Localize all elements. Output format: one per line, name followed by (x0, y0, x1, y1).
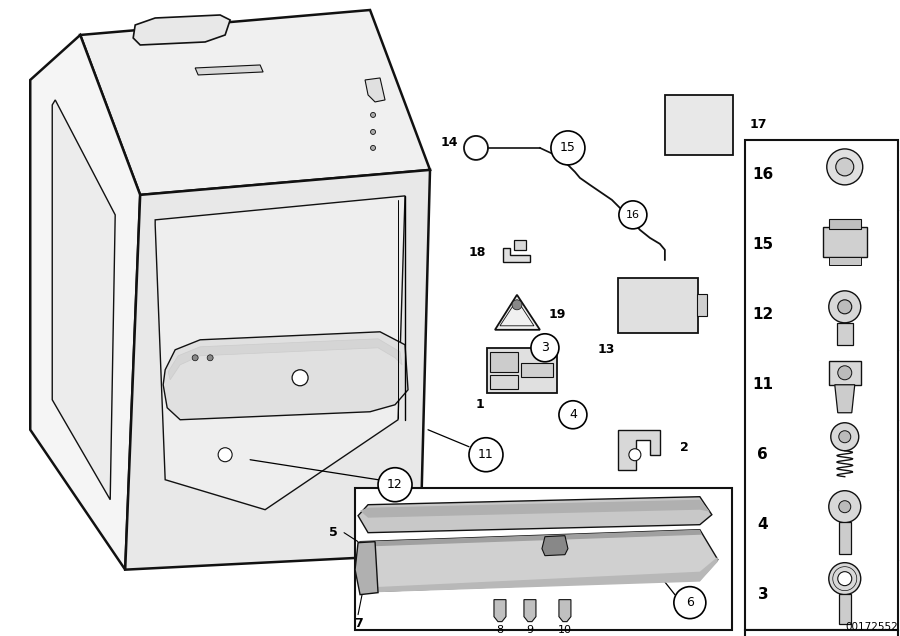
Circle shape (551, 131, 585, 165)
Text: 5: 5 (329, 526, 338, 539)
Circle shape (531, 334, 559, 362)
Text: 4: 4 (569, 408, 577, 421)
Polygon shape (356, 542, 378, 595)
Bar (829, 219, 860, 229)
Circle shape (464, 136, 488, 160)
Circle shape (838, 300, 851, 314)
Bar (490, 375, 518, 389)
Polygon shape (363, 556, 718, 593)
Circle shape (831, 423, 859, 451)
Circle shape (371, 146, 375, 150)
Circle shape (829, 291, 860, 323)
Circle shape (838, 572, 851, 586)
Circle shape (292, 370, 308, 386)
Text: 2: 2 (680, 441, 688, 454)
Text: 8: 8 (497, 625, 503, 635)
Polygon shape (52, 100, 115, 500)
Text: 16: 16 (626, 210, 640, 220)
Text: 10: 10 (558, 625, 572, 635)
Text: 14: 14 (440, 136, 458, 149)
Bar (823, 227, 867, 257)
Polygon shape (31, 35, 140, 570)
Polygon shape (168, 339, 402, 380)
Text: 15: 15 (752, 237, 773, 252)
Polygon shape (494, 600, 506, 621)
Text: 00172552: 00172552 (845, 621, 897, 632)
Bar (697, 294, 706, 316)
Circle shape (207, 355, 213, 361)
Polygon shape (133, 15, 230, 45)
Polygon shape (495, 295, 540, 330)
Circle shape (829, 491, 860, 523)
Text: 12: 12 (752, 307, 773, 322)
Text: 11: 11 (752, 377, 773, 392)
Polygon shape (356, 530, 718, 591)
Text: 15: 15 (560, 141, 576, 155)
Text: 6: 6 (758, 447, 769, 462)
Circle shape (619, 201, 647, 229)
Polygon shape (125, 170, 430, 570)
Text: 17: 17 (750, 118, 768, 132)
Bar (745, 630, 897, 636)
Circle shape (836, 158, 854, 176)
Text: 4: 4 (758, 517, 768, 532)
Text: 3: 3 (758, 587, 768, 602)
Circle shape (469, 438, 503, 472)
Bar (490, 352, 518, 372)
Circle shape (378, 467, 412, 502)
Circle shape (839, 501, 850, 513)
Polygon shape (503, 248, 530, 262)
Circle shape (839, 431, 850, 443)
Polygon shape (358, 497, 712, 533)
Polygon shape (618, 430, 660, 470)
Text: 1: 1 (475, 398, 484, 411)
Polygon shape (80, 10, 430, 195)
Circle shape (371, 129, 375, 134)
Text: 3: 3 (541, 342, 549, 354)
Text: 16: 16 (752, 167, 773, 183)
Polygon shape (163, 332, 408, 420)
Circle shape (512, 300, 522, 310)
Circle shape (218, 448, 232, 462)
Circle shape (559, 401, 587, 429)
Circle shape (829, 563, 860, 595)
Text: 12: 12 (387, 478, 403, 491)
Circle shape (827, 149, 863, 185)
Circle shape (629, 449, 641, 460)
Bar (829, 257, 860, 265)
Text: 9: 9 (526, 625, 534, 635)
Bar (618, 278, 698, 333)
Bar (829, 361, 860, 385)
Polygon shape (559, 600, 571, 621)
Polygon shape (365, 78, 385, 102)
Bar (356, 488, 732, 630)
Polygon shape (835, 385, 855, 413)
Polygon shape (360, 500, 710, 518)
Text: 13: 13 (598, 343, 615, 356)
Polygon shape (358, 530, 702, 547)
Bar (665, 95, 733, 155)
Polygon shape (155, 196, 405, 509)
Text: 6: 6 (686, 596, 694, 609)
Bar (839, 593, 850, 624)
Circle shape (674, 586, 706, 619)
Polygon shape (542, 536, 568, 556)
Bar (839, 522, 850, 554)
Bar (745, 140, 897, 630)
Circle shape (371, 113, 375, 118)
Bar (487, 348, 557, 393)
Circle shape (193, 355, 198, 361)
Polygon shape (195, 65, 263, 75)
Bar (514, 240, 526, 250)
Bar (837, 323, 853, 345)
Polygon shape (524, 600, 536, 621)
Text: 19: 19 (549, 308, 566, 321)
Bar (521, 363, 553, 377)
Circle shape (838, 366, 851, 380)
Text: 7: 7 (354, 617, 363, 630)
Text: 11: 11 (478, 448, 494, 461)
Text: 18: 18 (469, 246, 486, 259)
